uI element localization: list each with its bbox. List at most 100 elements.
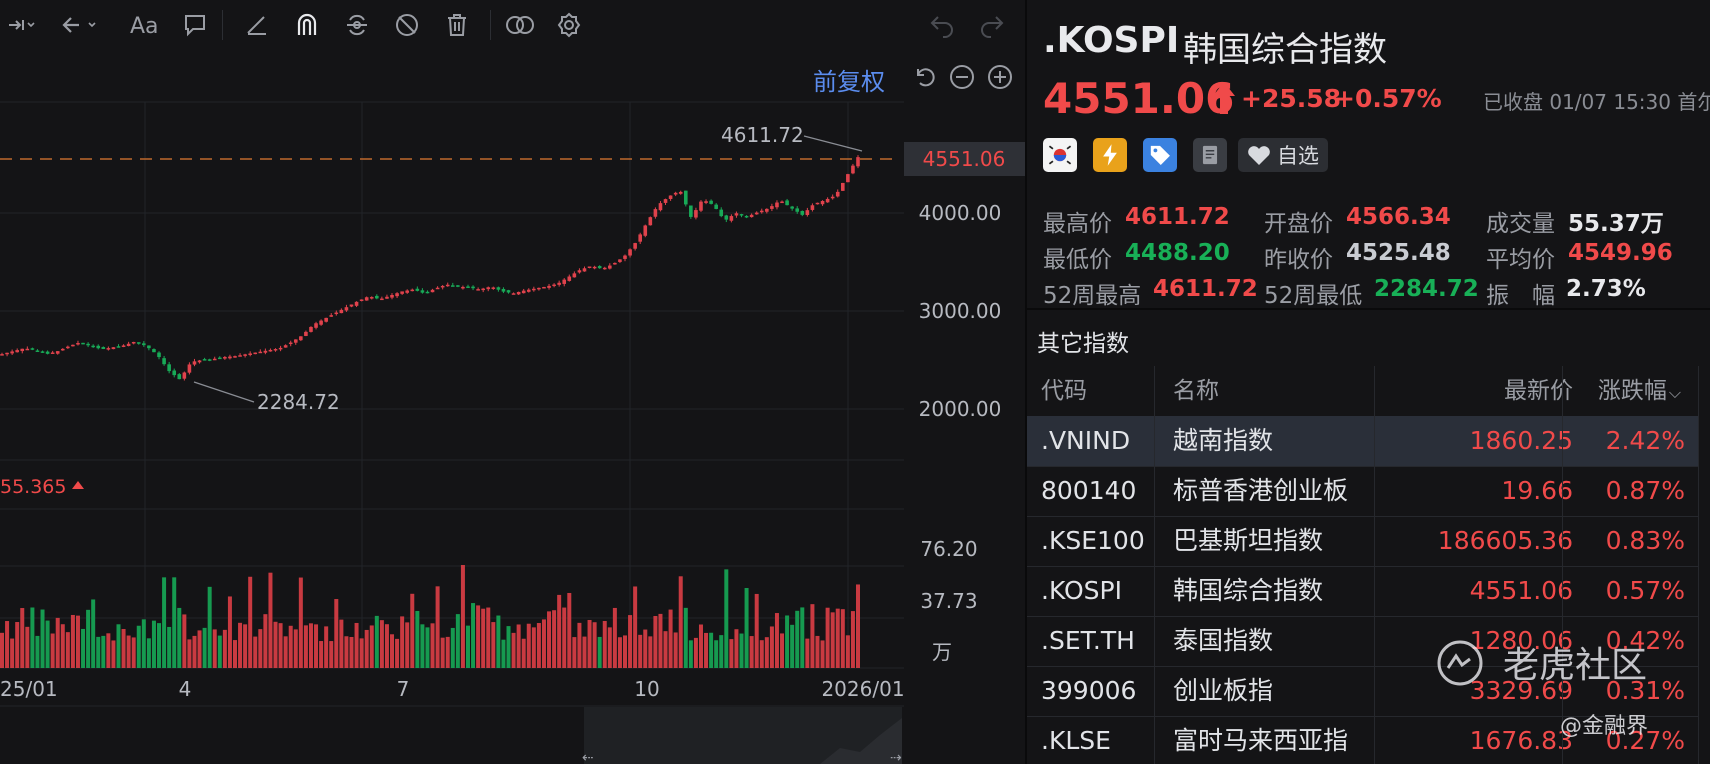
table-row[interactable]: 800140 标普香港创业板 19.66 0.87% xyxy=(1027,466,1698,517)
low-leader xyxy=(193,381,255,403)
candle xyxy=(785,200,789,206)
volume-bar xyxy=(856,584,860,668)
magnet-icon[interactable] xyxy=(290,8,324,42)
reset-icon[interactable] xyxy=(912,64,938,90)
volume-bar xyxy=(698,624,703,668)
volume-bar xyxy=(643,629,648,668)
candle xyxy=(359,299,364,301)
add-watchlist-button[interactable]: 自选 xyxy=(1238,138,1328,172)
volume-bar xyxy=(511,632,516,668)
volume-bar xyxy=(780,633,785,668)
candle xyxy=(111,347,116,350)
candle xyxy=(81,342,85,345)
volume-bar xyxy=(20,608,25,668)
candle xyxy=(810,205,815,210)
candle xyxy=(537,287,541,290)
candle xyxy=(400,291,404,294)
volume-bar xyxy=(714,640,719,668)
row-name: 巴基斯坦指数 xyxy=(1173,526,1324,555)
volume-bar xyxy=(172,577,177,668)
stat-high-label: 最高价 xyxy=(1043,211,1112,237)
candle xyxy=(557,282,561,285)
volume-bar xyxy=(91,599,96,668)
candle xyxy=(177,374,182,380)
candle xyxy=(729,216,734,221)
volume-bar xyxy=(167,626,172,668)
row-code: 800140 xyxy=(1041,476,1137,505)
row-price: 3329.69 xyxy=(1469,676,1573,705)
zoom-out-icon[interactable] xyxy=(949,64,975,90)
zoom-in-icon[interactable] xyxy=(987,64,1013,90)
candle xyxy=(121,345,126,347)
candle xyxy=(364,297,369,301)
watch-label: 自选 xyxy=(1277,144,1319,168)
flash-icon[interactable] xyxy=(1093,138,1127,172)
back-arrow-icon[interactable] xyxy=(52,8,106,42)
undo-icon[interactable] xyxy=(925,8,959,42)
sync-icon[interactable] xyxy=(340,8,374,42)
candle xyxy=(830,196,835,199)
adjust-mode-button[interactable]: 前复权 xyxy=(813,68,885,96)
volume-bar xyxy=(65,632,70,668)
volume-bar xyxy=(151,620,156,668)
volume-bar xyxy=(825,607,830,668)
settings-icon[interactable] xyxy=(552,8,586,42)
compare-icon[interactable] xyxy=(500,8,540,42)
candle xyxy=(800,210,805,215)
stat-open-label: 开盘价 xyxy=(1264,211,1333,237)
candle xyxy=(435,287,440,290)
header-pct[interactable]: 涨跌幅 ⌵ xyxy=(1597,378,1681,404)
redo-icon[interactable] xyxy=(975,8,1009,42)
candlestick-chart[interactable]: 4551.06 4000.00 3000.00 2000.00 4611.72 … xyxy=(0,0,1025,764)
tag-icon[interactable] xyxy=(1143,138,1177,172)
volume-bar xyxy=(430,623,435,668)
crosshair-icon[interactable] xyxy=(0,8,42,42)
document-icon[interactable] xyxy=(1193,138,1227,172)
volume-unit-label: 万 xyxy=(932,640,952,664)
volume-bar xyxy=(790,624,795,668)
table-row[interactable]: .SET.TH 泰国指数 1280.06 0.42% xyxy=(1027,616,1698,667)
candle xyxy=(744,215,749,218)
stat-52w-low-label: 52周最低 xyxy=(1264,283,1363,309)
table-row[interactable]: .KSE100 巴基斯坦指数 186605.36 0.83% xyxy=(1027,516,1698,567)
text-icon[interactable]: Aa xyxy=(126,8,166,42)
trash-icon[interactable] xyxy=(440,8,474,42)
candle xyxy=(618,259,622,262)
candle xyxy=(192,361,197,365)
navigator-mini-series xyxy=(820,718,902,764)
row-price: 19.66 xyxy=(1501,476,1573,505)
volume-bar xyxy=(455,614,460,668)
comment-icon[interactable] xyxy=(178,8,212,42)
volume-bar xyxy=(232,640,237,668)
table-row[interactable]: 399006 创业板指 3329.69 0.31% xyxy=(1027,666,1698,717)
volume-bar xyxy=(820,640,825,668)
candle xyxy=(76,343,80,345)
stat-52w-high-label: 52周最高 xyxy=(1043,283,1142,309)
header-name[interactable]: 名称 xyxy=(1173,378,1219,404)
table-row[interactable]: .KOSPI 韩国综合指数 4551.06 0.57% xyxy=(1027,566,1698,617)
tiger-logo-icon xyxy=(1437,640,1483,686)
header-code[interactable]: 代码 xyxy=(1041,378,1087,404)
candle xyxy=(501,288,506,292)
candle xyxy=(709,200,713,204)
chart-toolbar: Aa xyxy=(0,0,1025,52)
volume-bar xyxy=(405,622,410,668)
volume-bar xyxy=(597,636,602,668)
table-row[interactable]: .KLSE 富时马来西亚指 1676.83 0.27% xyxy=(1027,716,1698,764)
row-name: 韩国综合指数 xyxy=(1173,576,1324,605)
candle xyxy=(299,336,303,341)
line-draw-icon[interactable] xyxy=(240,8,274,42)
candle xyxy=(278,347,283,350)
row-code: 399006 xyxy=(1041,676,1137,705)
high-leader xyxy=(803,135,863,152)
header-price[interactable]: 最新价 xyxy=(1504,378,1573,404)
volume-bar xyxy=(81,628,86,668)
candle xyxy=(547,285,551,288)
korea-flag-icon[interactable] xyxy=(1043,138,1077,172)
hide-icon[interactable] xyxy=(390,8,424,42)
stat-volume-label: 成交量 xyxy=(1486,211,1555,237)
candle xyxy=(628,249,632,256)
volume-bar xyxy=(810,604,815,668)
volume-bar xyxy=(45,620,50,668)
table-row[interactable]: .VNIND 越南指数 1860.25 2.42% xyxy=(1027,416,1698,467)
